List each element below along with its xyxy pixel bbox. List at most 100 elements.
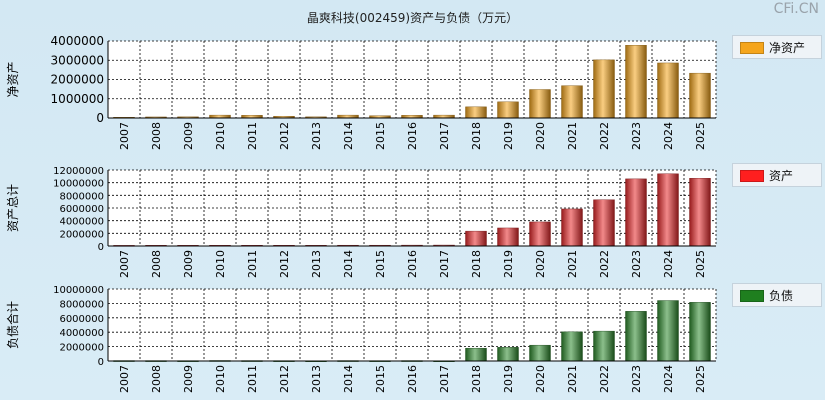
x-tick-label: 2011: [246, 250, 259, 278]
bar-2022: [593, 59, 615, 119]
bar-2020: [529, 89, 551, 119]
x-tick-label: 2018: [470, 365, 483, 393]
x-tick-label: 2022: [598, 250, 611, 278]
y-tick-label: 10000000: [53, 179, 104, 190]
x-tick-label: 2021: [566, 250, 579, 278]
x-tick-label: 2020: [534, 122, 547, 150]
bar-2019: [497, 347, 519, 362]
x-tick-label: 2021: [566, 122, 579, 150]
bar-2020: [529, 344, 551, 362]
x-tick-label: 2015: [374, 122, 387, 150]
x-tick-label: 2016: [406, 122, 419, 150]
watermark: CFi.CN: [773, 1, 819, 17]
legend-label-assets: 资产: [769, 169, 794, 183]
y-tick-label: 12000000: [53, 166, 104, 177]
x-tick-label: 2009: [182, 250, 195, 278]
x-tick-label: 2013: [310, 365, 323, 393]
x-tick-label: 2019: [502, 250, 515, 278]
x-tick-label: 2018: [470, 122, 483, 150]
x-tick-label: 2019: [502, 122, 515, 150]
y-tick-label: 0: [98, 357, 104, 368]
x-tick-label: 2014: [342, 250, 355, 278]
y-tick-label: 4000000: [59, 328, 104, 339]
x-tick-label: 2014: [342, 365, 355, 393]
x-tick-label: 2024: [662, 250, 675, 278]
x-tick-label: 2008: [150, 365, 163, 393]
bar-2023: [625, 178, 647, 247]
legend-label-liabilities: 负债: [769, 289, 794, 303]
bar-2025: [689, 178, 711, 247]
x-tick-label: 2018: [470, 250, 483, 278]
legend-assets: 资产: [732, 163, 822, 187]
x-tick-label: 2015: [374, 365, 387, 393]
y-tick-label: 0: [96, 111, 104, 125]
x-tick-label: 2021: [566, 365, 579, 393]
legend-liabilities: 负债: [732, 283, 822, 307]
y-tick-label: 3000000: [51, 53, 104, 67]
x-tick-label: 2012: [278, 122, 291, 150]
legend-swatch-liabilities: [740, 290, 764, 302]
x-tick-label: 2022: [598, 365, 611, 393]
x-tick-label: 2020: [534, 250, 547, 278]
y-tick-label: 4000000: [51, 34, 104, 48]
y-tick-label: 0: [98, 242, 104, 253]
y-axis-label: 资产总计: [6, 184, 20, 232]
plot-area-3: [108, 289, 716, 361]
y-axis-label: 净资产: [6, 61, 20, 97]
x-tick-label: 2013: [310, 122, 323, 150]
y-tick-label: 2000000: [51, 73, 104, 87]
chart-title: 晶爽科技(002459)资产与负债（万元）: [306, 11, 519, 25]
y-tick-label: 4000000: [59, 217, 104, 228]
x-tick-label: 2009: [182, 122, 195, 150]
x-tick-label: 2009: [182, 365, 195, 393]
x-tick-label: 2011: [246, 122, 259, 150]
y-tick-label: 1000000: [51, 92, 104, 106]
x-tick-label: 2010: [214, 365, 227, 393]
x-tick-label: 2015: [374, 250, 387, 278]
y-tick-label: 6000000: [59, 314, 104, 325]
x-tick-label: 2023: [630, 365, 643, 393]
y-tick-label: 6000000: [59, 204, 104, 215]
bar-2018: [465, 230, 487, 247]
x-tick-label: 2010: [214, 250, 227, 278]
bar-2019: [497, 227, 519, 247]
legend-net-assets: 净资产: [732, 35, 822, 59]
bar-2021: [561, 85, 583, 119]
legend-swatch-assets: [740, 170, 764, 182]
x-tick-label: 2022: [598, 122, 611, 150]
x-tick-label: 2007: [118, 365, 131, 393]
bar-2024: [657, 173, 679, 247]
bar-2020: [529, 221, 551, 247]
x-tick-label: 2007: [118, 122, 131, 150]
y-tick-label: 8000000: [59, 299, 104, 310]
x-tick-label: 2016: [406, 250, 419, 278]
bar-2022: [593, 199, 615, 247]
x-tick-label: 2013: [310, 250, 323, 278]
bar-2018: [465, 106, 487, 119]
x-tick-label: 2016: [406, 365, 419, 393]
x-tick-label: 2012: [278, 250, 291, 278]
x-tick-label: 2008: [150, 122, 163, 150]
x-tick-label: 2017: [438, 365, 451, 393]
bar-2023: [625, 311, 647, 362]
y-tick-label: 10000000: [53, 285, 104, 296]
bar-2021: [561, 208, 583, 247]
legend-swatch-net-assets: [740, 42, 764, 54]
bar-2024: [657, 300, 679, 362]
x-tick-label: 2023: [630, 122, 643, 150]
x-tick-label: 2012: [278, 365, 291, 393]
x-tick-label: 2017: [438, 122, 451, 150]
bar-2025: [689, 302, 711, 362]
bar-2025: [689, 72, 711, 119]
x-tick-label: 2007: [118, 250, 131, 278]
bar-2019: [497, 101, 519, 119]
x-tick-label: 2025: [694, 250, 707, 278]
x-tick-label: 2020: [534, 365, 547, 393]
x-tick-label: 2017: [438, 250, 451, 278]
x-tick-label: 2024: [662, 365, 675, 393]
x-tick-label: 2023: [630, 250, 643, 278]
y-axis-label: 负债合计: [5, 301, 20, 349]
x-tick-label: 2019: [502, 365, 515, 393]
bar-2018: [465, 347, 487, 362]
